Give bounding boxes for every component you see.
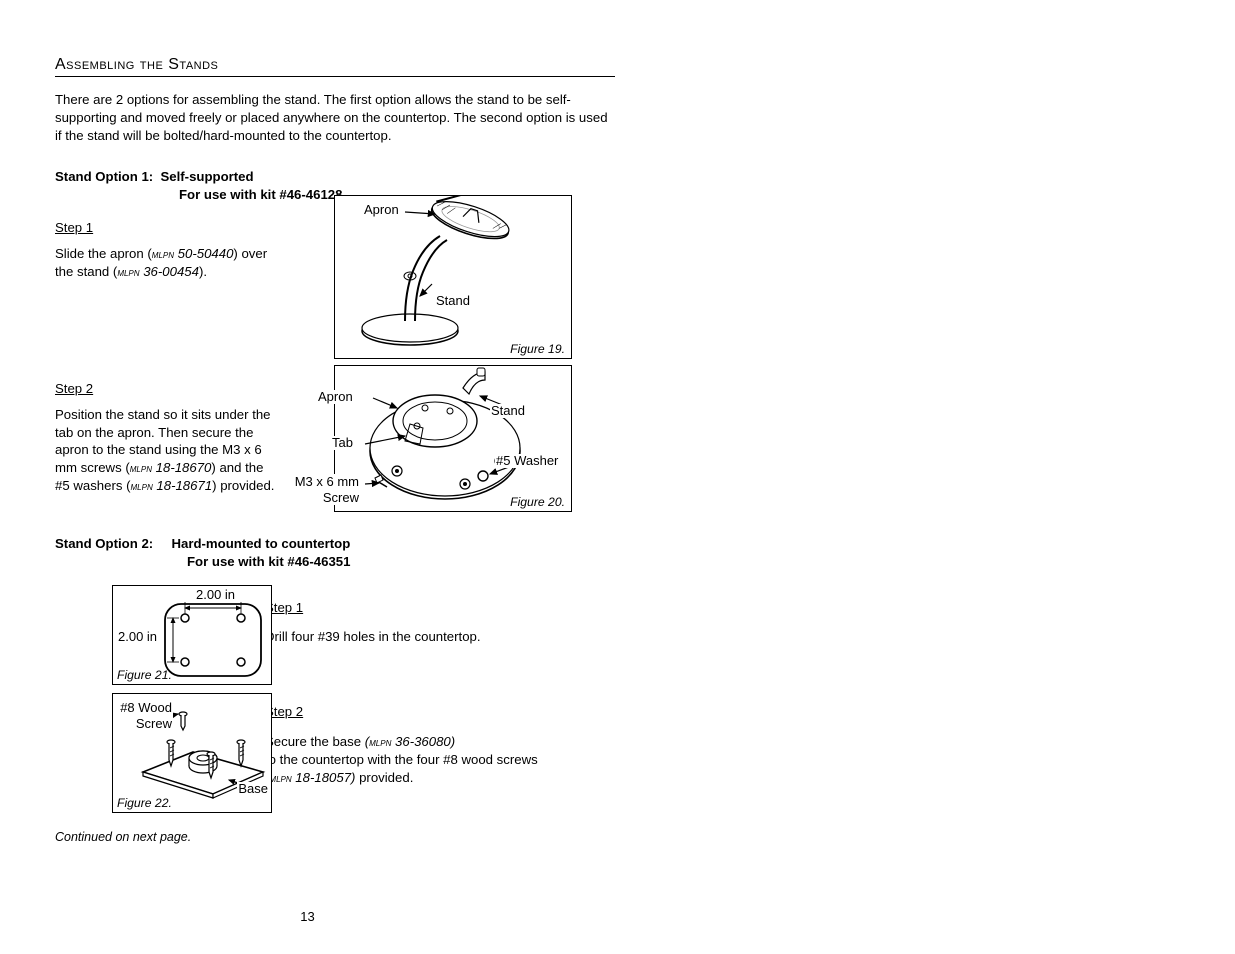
- option2-header: Stand Option 2: Hard-mounted to countert…: [55, 535, 615, 571]
- fig20-apron-label: Apron: [317, 390, 354, 404]
- partnum: 18-18670: [152, 460, 211, 475]
- fig21-width-label: 2.00 in: [195, 588, 236, 602]
- mlpn: mlpn: [152, 247, 174, 261]
- option2-step2-body: Secure the base (mlpn 36-36080) to the c…: [265, 733, 565, 786]
- continued-note: Continued on next page.: [55, 830, 615, 844]
- text: ) provided.: [212, 478, 274, 493]
- fig19-apron-label: Apron: [363, 203, 400, 217]
- fig20-screw-label: M3 x 6 mm Screw: [283, 474, 360, 505]
- option1-step1-body: Slide the apron (mlpn 50-50440) over the…: [55, 245, 280, 281]
- mlpn: mlpn: [369, 735, 391, 749]
- page-number: 13: [0, 909, 615, 924]
- figure-21: 2.00 in 2.00 in Figure 21.: [112, 585, 272, 685]
- fig20-caption: Figure 20.: [510, 495, 565, 509]
- document-page: Assembling the Stands There are 2 option…: [0, 0, 685, 884]
- figure-19-svg: [335, 196, 571, 358]
- figure-19: Apron Stand Figure 19.: [334, 195, 572, 359]
- text: provided.: [355, 770, 413, 785]
- steps-column: Step 1 Drill four #39 holes in the count…: [265, 580, 565, 810]
- fig20-washer-label: #5 Washer: [495, 454, 559, 468]
- mlpn: mlpn: [131, 479, 153, 493]
- text: ).: [199, 264, 207, 279]
- fig19-stand-label: Stand: [435, 294, 471, 308]
- partnum: 36-36080): [391, 734, 455, 749]
- partnum: 50-50440: [174, 246, 233, 261]
- fig20-tab-label: Tab: [331, 436, 354, 450]
- mlpn: mlpn: [269, 771, 291, 785]
- text: to the countertop with the four #8 wood …: [265, 752, 538, 767]
- option2-step2-label: Step 2: [265, 704, 565, 719]
- fig19-caption: Figure 19.: [510, 342, 565, 356]
- figure-20: Apron Stand Tab M3 x 6 mm Screw #5 Washe…: [334, 365, 572, 512]
- option2-label: Stand Option 2:: [55, 536, 153, 551]
- partnum: 18-18671: [153, 478, 212, 493]
- figure-22: #8 Wood Screw Base Figure 22.: [112, 693, 272, 813]
- option2-step1-label: Step 1: [265, 600, 565, 615]
- text: Secure the base: [265, 734, 365, 749]
- figure-20-svg: [335, 366, 571, 511]
- section-title: Assembling the Stands: [55, 56, 615, 77]
- text: Slide the apron (: [55, 246, 152, 261]
- fig21-caption: Figure 21.: [117, 668, 172, 682]
- option2-step1-body: Drill four #39 holes in the countertop.: [265, 629, 565, 644]
- partnum: 36-00454: [140, 264, 199, 279]
- fig20-stand-label: Stand: [490, 404, 526, 418]
- option1-title: Self-supported: [161, 169, 254, 184]
- option1-subtitle: For use with kit #46-46128: [179, 187, 342, 202]
- partnum: 18-18057): [292, 770, 356, 785]
- option1-step2-body: Position the stand so it sits under the …: [55, 406, 280, 495]
- mlpn: mlpn: [130, 461, 152, 475]
- fig22-caption: Figure 22.: [117, 796, 172, 810]
- fig22-base-label: Base: [237, 782, 269, 796]
- option2-subtitle: For use with kit #46-46351: [187, 554, 350, 569]
- fig22-screw-label: #8 Wood Screw: [115, 700, 173, 731]
- option1-label: Stand Option 1:: [55, 169, 153, 184]
- option2-title: Hard-mounted to countertop: [172, 536, 351, 551]
- mlpn: mlpn: [117, 265, 139, 279]
- intro-paragraph: There are 2 options for assembling the s…: [55, 91, 615, 144]
- fig21-height-label: 2.00 in: [117, 630, 158, 644]
